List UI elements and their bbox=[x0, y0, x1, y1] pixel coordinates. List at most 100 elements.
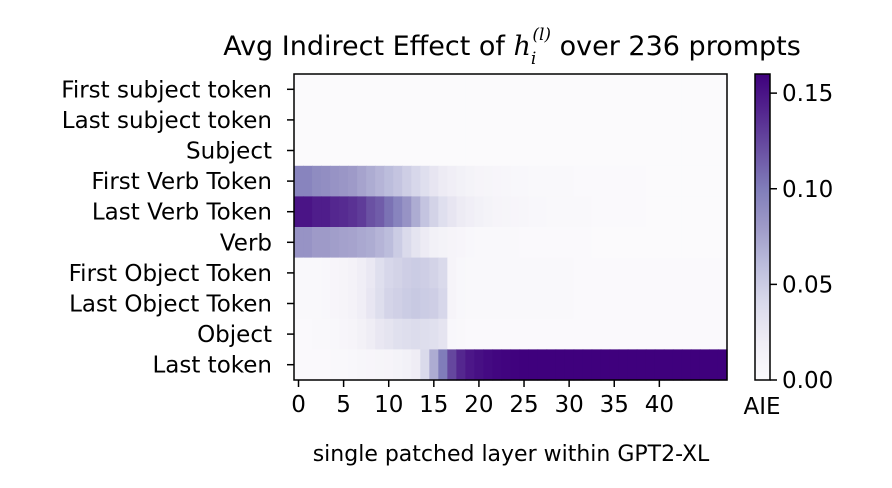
heatmap-cell bbox=[591, 349, 602, 381]
heatmap-cell bbox=[429, 227, 439, 259]
heatmap-cell bbox=[366, 196, 376, 228]
heatmap-cell bbox=[402, 288, 412, 320]
heatmap-cell bbox=[321, 74, 331, 106]
heatmap-cell bbox=[348, 257, 358, 289]
heatmap-cell bbox=[348, 196, 358, 228]
heatmap-cell bbox=[357, 257, 367, 289]
heatmap-cell bbox=[564, 349, 575, 381]
heatmap-cell bbox=[465, 135, 476, 167]
colorbar bbox=[754, 73, 771, 381]
heatmap-cell bbox=[294, 196, 304, 228]
heatmap-cell bbox=[429, 349, 439, 381]
heatmap-cell bbox=[510, 227, 521, 259]
heatmap-cell bbox=[681, 135, 692, 167]
heatmap-cell bbox=[708, 74, 719, 106]
heatmap-cell bbox=[564, 165, 575, 197]
heatmap-cell bbox=[663, 257, 674, 289]
heatmap-cell bbox=[393, 135, 403, 167]
heatmap-cell bbox=[357, 165, 367, 197]
heatmap-cell bbox=[717, 196, 728, 228]
heatmap-cell bbox=[438, 104, 448, 136]
x-axis: 0 5 10 15 20 25 30 35 40 bbox=[291, 380, 674, 418]
heatmap-cell bbox=[438, 257, 448, 289]
heatmap-cell bbox=[717, 349, 728, 381]
heatmap-cell bbox=[573, 349, 584, 381]
heatmap-cells bbox=[294, 74, 728, 381]
heatmap-cell bbox=[447, 74, 457, 106]
heatmap-cell bbox=[627, 257, 638, 289]
heatmap-cell bbox=[420, 318, 430, 350]
heatmap-cell bbox=[366, 165, 376, 197]
heatmap-cell bbox=[429, 165, 439, 197]
y-tick-label: Last Verb Token bbox=[92, 200, 272, 226]
heatmap-cell bbox=[546, 196, 557, 228]
heatmap-cell bbox=[339, 196, 349, 228]
colorbar-tick-label: 0.00 bbox=[782, 368, 833, 394]
heatmap-cell bbox=[663, 104, 674, 136]
heatmap-cell bbox=[501, 227, 512, 259]
colorbar-ticks: 0.00 0.05 0.10 0.15 bbox=[770, 81, 833, 394]
heatmap-cell bbox=[663, 318, 674, 350]
heatmap-cell bbox=[420, 349, 430, 381]
heatmap-cell bbox=[312, 165, 322, 197]
heatmap-cell bbox=[546, 318, 557, 350]
heatmap-cell bbox=[654, 104, 665, 136]
heatmap-cell bbox=[438, 288, 448, 320]
heatmap-cell bbox=[519, 196, 530, 228]
heatmap-cell bbox=[294, 135, 304, 167]
heatmap-cell bbox=[717, 165, 728, 197]
x-tick-label: 40 bbox=[645, 392, 674, 418]
heatmap-cell bbox=[699, 135, 710, 167]
heatmap-cell bbox=[672, 196, 683, 228]
heatmap-cell bbox=[474, 318, 485, 350]
heatmap-cell bbox=[546, 349, 557, 381]
heatmap-cell bbox=[609, 227, 620, 259]
heatmap-cell bbox=[519, 318, 530, 350]
heatmap-cell bbox=[303, 227, 313, 259]
heatmap-cell bbox=[429, 196, 439, 228]
heatmap-cell bbox=[483, 74, 494, 106]
heatmap-cell bbox=[492, 135, 503, 167]
heatmap-cell bbox=[384, 165, 394, 197]
heatmap-cell bbox=[393, 74, 403, 106]
heatmap-cell bbox=[510, 165, 521, 197]
heatmap-cell bbox=[483, 288, 494, 320]
heatmap-cell bbox=[699, 196, 710, 228]
heatmap-cell bbox=[411, 135, 421, 167]
heatmap-cell bbox=[420, 104, 430, 136]
heatmap-cell bbox=[582, 227, 593, 259]
heatmap-cell bbox=[546, 288, 557, 320]
heatmap-cell bbox=[699, 165, 710, 197]
heatmap-cell bbox=[312, 104, 322, 136]
heatmap-cell bbox=[708, 349, 719, 381]
heatmap-cell bbox=[384, 318, 394, 350]
heatmap-cell bbox=[717, 257, 728, 289]
title-var: h bbox=[514, 31, 531, 62]
heatmap-cell bbox=[654, 349, 665, 381]
heatmap-cell bbox=[681, 288, 692, 320]
heatmap-cell bbox=[474, 135, 485, 167]
heatmap-cell bbox=[636, 135, 647, 167]
heatmap-cell bbox=[447, 227, 457, 259]
heatmap-cell bbox=[294, 288, 304, 320]
heatmap-cell bbox=[609, 257, 620, 289]
heatmap-cell bbox=[627, 104, 638, 136]
heatmap-cell bbox=[438, 227, 448, 259]
heatmap-cell bbox=[699, 318, 710, 350]
heatmap-cell bbox=[312, 135, 322, 167]
heatmap-cell bbox=[393, 318, 403, 350]
heatmap-cell bbox=[546, 257, 557, 289]
heatmap-cell bbox=[456, 74, 466, 106]
heatmap-cell bbox=[636, 104, 647, 136]
heatmap-cell bbox=[609, 196, 620, 228]
colorbar-tick-label: 0.05 bbox=[782, 272, 833, 298]
heatmap-cell bbox=[501, 74, 512, 106]
heatmap-cell bbox=[294, 257, 304, 289]
heatmap-cell bbox=[690, 165, 701, 197]
heatmap-cell bbox=[681, 318, 692, 350]
heatmap-cell bbox=[429, 318, 439, 350]
heatmap-cell bbox=[645, 104, 656, 136]
heatmap-cell bbox=[501, 196, 512, 228]
heatmap-cell bbox=[708, 288, 719, 320]
